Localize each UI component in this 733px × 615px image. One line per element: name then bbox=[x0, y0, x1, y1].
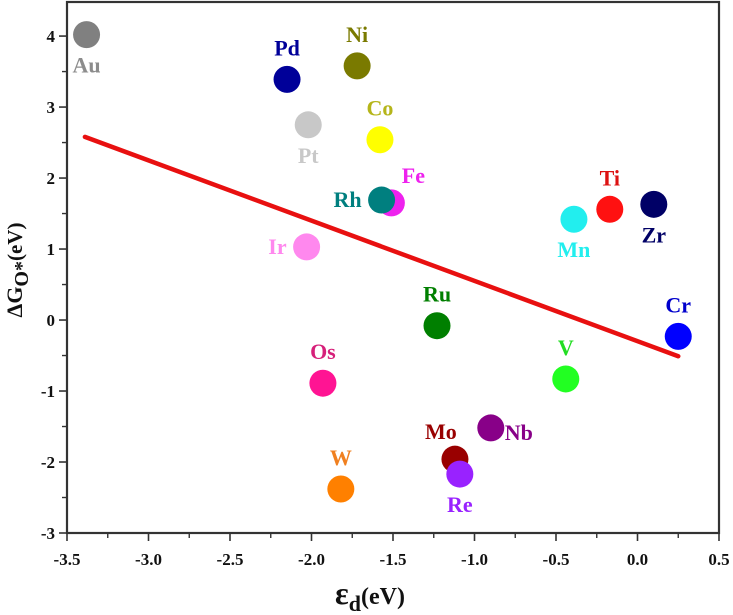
point-co bbox=[366, 126, 394, 154]
point-pt bbox=[294, 111, 322, 139]
y-tick-label: 3 bbox=[47, 98, 56, 117]
axes: -3.5 -3.0 -2.5 -2.0 -1.5 -1.0 -0.5 0.0 0.5 -3 -2 -1… bbox=[41, 0, 730, 569]
x-tick-label: -3.5 bbox=[54, 550, 81, 569]
point-zr bbox=[640, 190, 668, 218]
point-mn bbox=[560, 205, 588, 233]
point-cr bbox=[664, 322, 692, 350]
point-pd bbox=[273, 65, 301, 93]
point-label-ru: Ru bbox=[423, 282, 451, 307]
x-tick-label: -0.5 bbox=[543, 550, 570, 569]
y-axis-title-sub: O* bbox=[11, 261, 33, 287]
x-axis-title-unit: (eV) bbox=[361, 584, 405, 610]
y-tick-label: -2 bbox=[41, 453, 55, 472]
point-re bbox=[446, 460, 474, 488]
fit-line-layer bbox=[82, 134, 681, 359]
point-label-cr: Cr bbox=[665, 292, 691, 317]
point-label-pd: Pd bbox=[274, 35, 300, 60]
point-w bbox=[327, 475, 355, 503]
x-axis-title-main: ε bbox=[335, 575, 349, 611]
points-layer bbox=[73, 21, 692, 503]
y-tick-label: 2 bbox=[47, 169, 56, 188]
point-rh bbox=[368, 186, 396, 214]
point-label-zr: Zr bbox=[642, 222, 667, 247]
x-tick-label: 0.5 bbox=[708, 550, 729, 569]
y-axis-title-unit: (eV) bbox=[3, 223, 27, 261]
point-ni bbox=[343, 52, 371, 80]
point-label-nb: Nb bbox=[505, 420, 533, 445]
axis-titles: εd(eV) ΔGO*(eV) bbox=[2, 223, 405, 615]
point-label-fe: Fe bbox=[402, 163, 425, 188]
point-label-ti: Ti bbox=[600, 165, 620, 190]
point-label-w: W bbox=[330, 445, 352, 470]
y-axis-title-main: ΔG bbox=[2, 287, 27, 318]
point-label-au: Au bbox=[72, 53, 100, 78]
point-label-ir: Ir bbox=[268, 234, 287, 259]
point-label-pt: Pt bbox=[298, 143, 319, 168]
point-label-ni: Ni bbox=[346, 22, 368, 47]
point-ru bbox=[423, 312, 451, 340]
y-tick-label: 4 bbox=[47, 27, 56, 46]
point-label-v: V bbox=[558, 335, 574, 360]
y-tick-label: 1 bbox=[47, 240, 56, 259]
x-axis-title: εd(eV) bbox=[335, 575, 405, 615]
point-label-mo: Mo bbox=[425, 419, 457, 444]
point-ti bbox=[596, 195, 624, 223]
point-labels-layer: Au Pd Ni Pt Co Fe Rh Ir Ru Os W Mo Re Nb V Mn Ti Zr Cr bbox=[72, 22, 691, 517]
point-os bbox=[309, 369, 337, 397]
point-label-os: Os bbox=[310, 339, 336, 364]
point-label-re: Re bbox=[447, 492, 473, 517]
x-tick-label: -1.0 bbox=[461, 550, 488, 569]
x-tick-label: 0.0 bbox=[627, 550, 648, 569]
y-axis-title: ΔGO*(eV) bbox=[2, 223, 33, 318]
x-axis-title-sub: d bbox=[349, 591, 361, 615]
point-au bbox=[73, 21, 101, 49]
point-label-mn: Mn bbox=[557, 237, 590, 262]
y-tick-label: -1 bbox=[41, 382, 55, 401]
plot-frame bbox=[65, 0, 721, 535]
x-tick-label: -2.0 bbox=[298, 550, 325, 569]
x-tick-label: -1.5 bbox=[380, 550, 407, 569]
y-tick-label: 0 bbox=[47, 311, 56, 330]
point-label-co: Co bbox=[367, 96, 394, 121]
point-label-rh: Rh bbox=[333, 187, 361, 212]
x-tick-label: -2.5 bbox=[217, 550, 244, 569]
point-ir bbox=[293, 233, 321, 261]
point-v bbox=[552, 365, 580, 393]
y-tick-label: -3 bbox=[41, 524, 55, 543]
fit-line bbox=[82, 134, 681, 359]
point-nb bbox=[477, 414, 505, 442]
x-tick-label: -3.0 bbox=[135, 550, 162, 569]
